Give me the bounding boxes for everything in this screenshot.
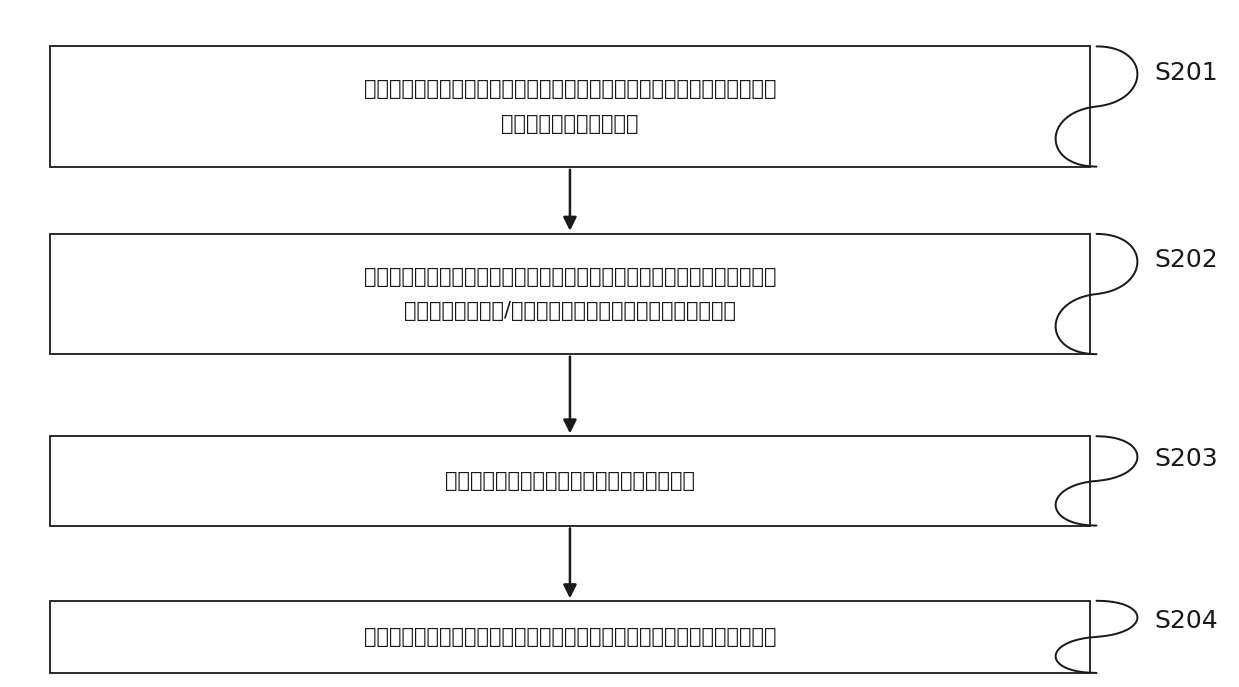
FancyBboxPatch shape xyxy=(50,436,1090,526)
Text: 详细统计候选点突变位点及其周围的比对信息: 详细统计候选点突变位点及其周围的比对信息 xyxy=(445,471,695,491)
Text: S204: S204 xyxy=(1155,609,1218,633)
Text: S202: S202 xyxy=(1155,248,1218,272)
Text: 利用待测样本比对到参考基因组的文件，提取突变等位基因频率超过设定阈
值的候选点突变位点集合: 利用待测样本比对到参考基因组的文件，提取突变等位基因频率超过设定阈 值的候选点突… xyxy=(364,79,776,134)
FancyBboxPatch shape xyxy=(50,47,1090,167)
Text: 根据所统计的信息，过滤去除未达到设定要求的结果，得到点突变检出结果: 根据所统计的信息，过滤去除未达到设定要求的结果，得到点突变检出结果 xyxy=(364,627,776,647)
Text: S203: S203 xyxy=(1155,447,1218,471)
Text: 初步计算候选点突变位点的突变碱基和参考碱基的支持数，过滤掉突变支持
数低于设定阈值和/或突变等位基因频率低于设定阈值的结果: 初步计算候选点突变位点的突变碱基和参考碱基的支持数，过滤掉突变支持 数低于设定阈… xyxy=(364,267,776,322)
FancyBboxPatch shape xyxy=(50,600,1090,673)
Text: S201: S201 xyxy=(1155,60,1218,85)
FancyBboxPatch shape xyxy=(50,234,1090,354)
